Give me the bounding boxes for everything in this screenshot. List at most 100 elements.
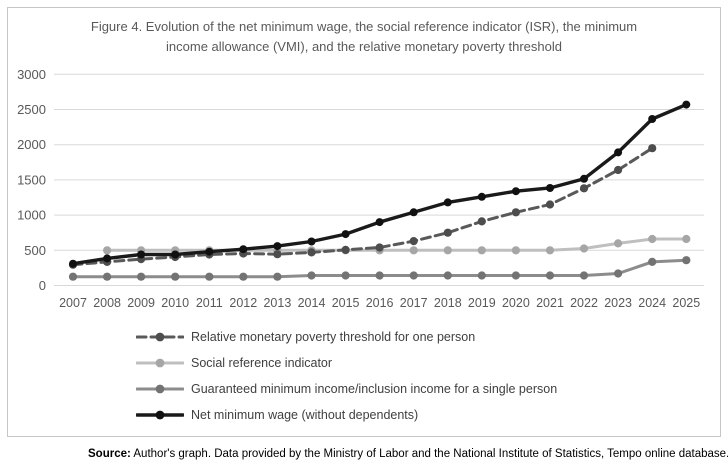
series-marker <box>545 271 555 280</box>
x-tick-label: 2017 <box>400 296 428 310</box>
series-marker <box>375 271 384 280</box>
x-tick-label: 2019 <box>468 296 496 310</box>
legend-item: Social reference indicator <box>136 354 557 372</box>
x-tick-label: 2023 <box>604 296 632 310</box>
series-marker <box>682 234 691 244</box>
y-tick-label: 500 <box>24 243 46 258</box>
x-tick-label: 2014 <box>298 296 326 310</box>
chart-title: Figure 4. Evolution of the net minimum w… <box>90 19 638 54</box>
x-tick-label: 2013 <box>263 296 291 310</box>
series-marker <box>682 100 691 109</box>
series-marker <box>239 245 248 254</box>
source-note: Source: Author's graph. Data provided by… <box>0 448 728 460</box>
series-marker <box>409 237 418 246</box>
series-marker <box>614 165 623 175</box>
x-tick-label: 2008 <box>93 296 121 310</box>
series-marker <box>137 250 146 259</box>
series-marker <box>511 271 520 280</box>
series-marker <box>682 256 691 265</box>
series-marker <box>443 198 452 207</box>
series-marker <box>273 250 282 259</box>
series-marker <box>648 115 657 123</box>
x-tick-label: 2010 <box>161 296 189 310</box>
series-marker <box>546 184 554 192</box>
x-tick-label: 2018 <box>434 296 462 310</box>
series-marker <box>307 271 316 280</box>
legend-item: Guaranteed minimum income/inclusion inco… <box>136 380 557 398</box>
figure-frame: Figure 4. Evolution of the net minimum w… <box>7 7 721 437</box>
series-marker <box>273 242 282 251</box>
source-label: Source: <box>88 448 131 460</box>
legend-key-icon <box>136 332 184 342</box>
series-marker <box>477 217 486 226</box>
chart-legend: Relative monetary poverty threshold for … <box>136 328 557 424</box>
series-marker <box>545 246 555 255</box>
y-tick-label: 2000 <box>17 137 46 152</box>
x-tick-label: 2012 <box>229 296 257 310</box>
series-marker <box>648 234 657 244</box>
x-tick-label: 2025 <box>672 296 700 310</box>
legend-item: Relative monetary poverty threshold for … <box>136 328 557 346</box>
series-marker <box>579 244 589 253</box>
series-marker <box>443 228 452 237</box>
x-tick-label: 2007 <box>59 296 87 310</box>
series-marker <box>443 271 452 280</box>
series-marker <box>103 272 112 281</box>
series-marker <box>477 192 486 201</box>
series-marker <box>511 246 520 255</box>
series-marker <box>648 257 657 266</box>
series-marker <box>68 272 78 281</box>
series-marker <box>171 272 180 281</box>
series-marker <box>614 148 623 157</box>
series-marker <box>307 237 316 246</box>
x-tick-label: 2022 <box>570 296 598 310</box>
x-tick-label: 2015 <box>332 296 360 310</box>
legend-label: Guaranteed minimum income/inclusion inco… <box>191 382 558 396</box>
y-tick-label: 3000 <box>17 67 46 82</box>
series-marker <box>545 200 555 209</box>
x-tick-label: 2024 <box>638 296 666 310</box>
series-marker <box>511 187 520 196</box>
series-marker <box>205 272 214 281</box>
legend-key-icon <box>136 358 184 368</box>
source-text: Author's graph. Data provided by the Min… <box>130 448 728 460</box>
legend-label: Relative monetary poverty threshold for … <box>191 330 476 344</box>
y-tick-label: 1500 <box>17 172 46 187</box>
legend-label: Social reference indicator <box>191 356 333 370</box>
legend-key-icon <box>136 410 184 420</box>
series-line <box>105 237 688 252</box>
series-marker <box>579 184 589 193</box>
series-marker <box>614 269 623 278</box>
series-marker <box>648 144 657 153</box>
legend-key-icon <box>136 384 184 394</box>
x-tick-label: 2011 <box>196 296 223 310</box>
x-tick-label: 2016 <box>366 296 394 310</box>
series-marker <box>273 272 282 281</box>
x-tick-label: 2021 <box>536 296 564 310</box>
legend-label: Net minimum wage (without dependents) <box>191 408 419 422</box>
series-marker <box>477 246 486 255</box>
series-marker <box>205 247 214 256</box>
y-tick-label: 0 <box>39 278 46 293</box>
legend-item: Net minimum wage (without dependents) <box>136 406 557 424</box>
series-marker <box>409 271 418 280</box>
series-marker <box>614 239 623 248</box>
y-tick-label: 2500 <box>17 102 46 117</box>
y-tick-label: 1000 <box>17 208 46 223</box>
series-marker <box>580 174 588 183</box>
x-tick-label: 2009 <box>127 296 155 310</box>
series-marker <box>103 246 112 255</box>
series-marker <box>409 208 418 217</box>
series-marker <box>511 208 520 217</box>
series-marker <box>375 218 384 227</box>
series-line <box>71 146 654 267</box>
series-marker <box>341 271 350 280</box>
series-marker <box>443 246 452 255</box>
series-marker <box>171 250 180 259</box>
series-marker <box>69 259 77 268</box>
series-marker <box>409 246 418 255</box>
series-marker <box>341 245 350 254</box>
series-marker <box>341 230 350 239</box>
series-marker <box>477 271 486 280</box>
